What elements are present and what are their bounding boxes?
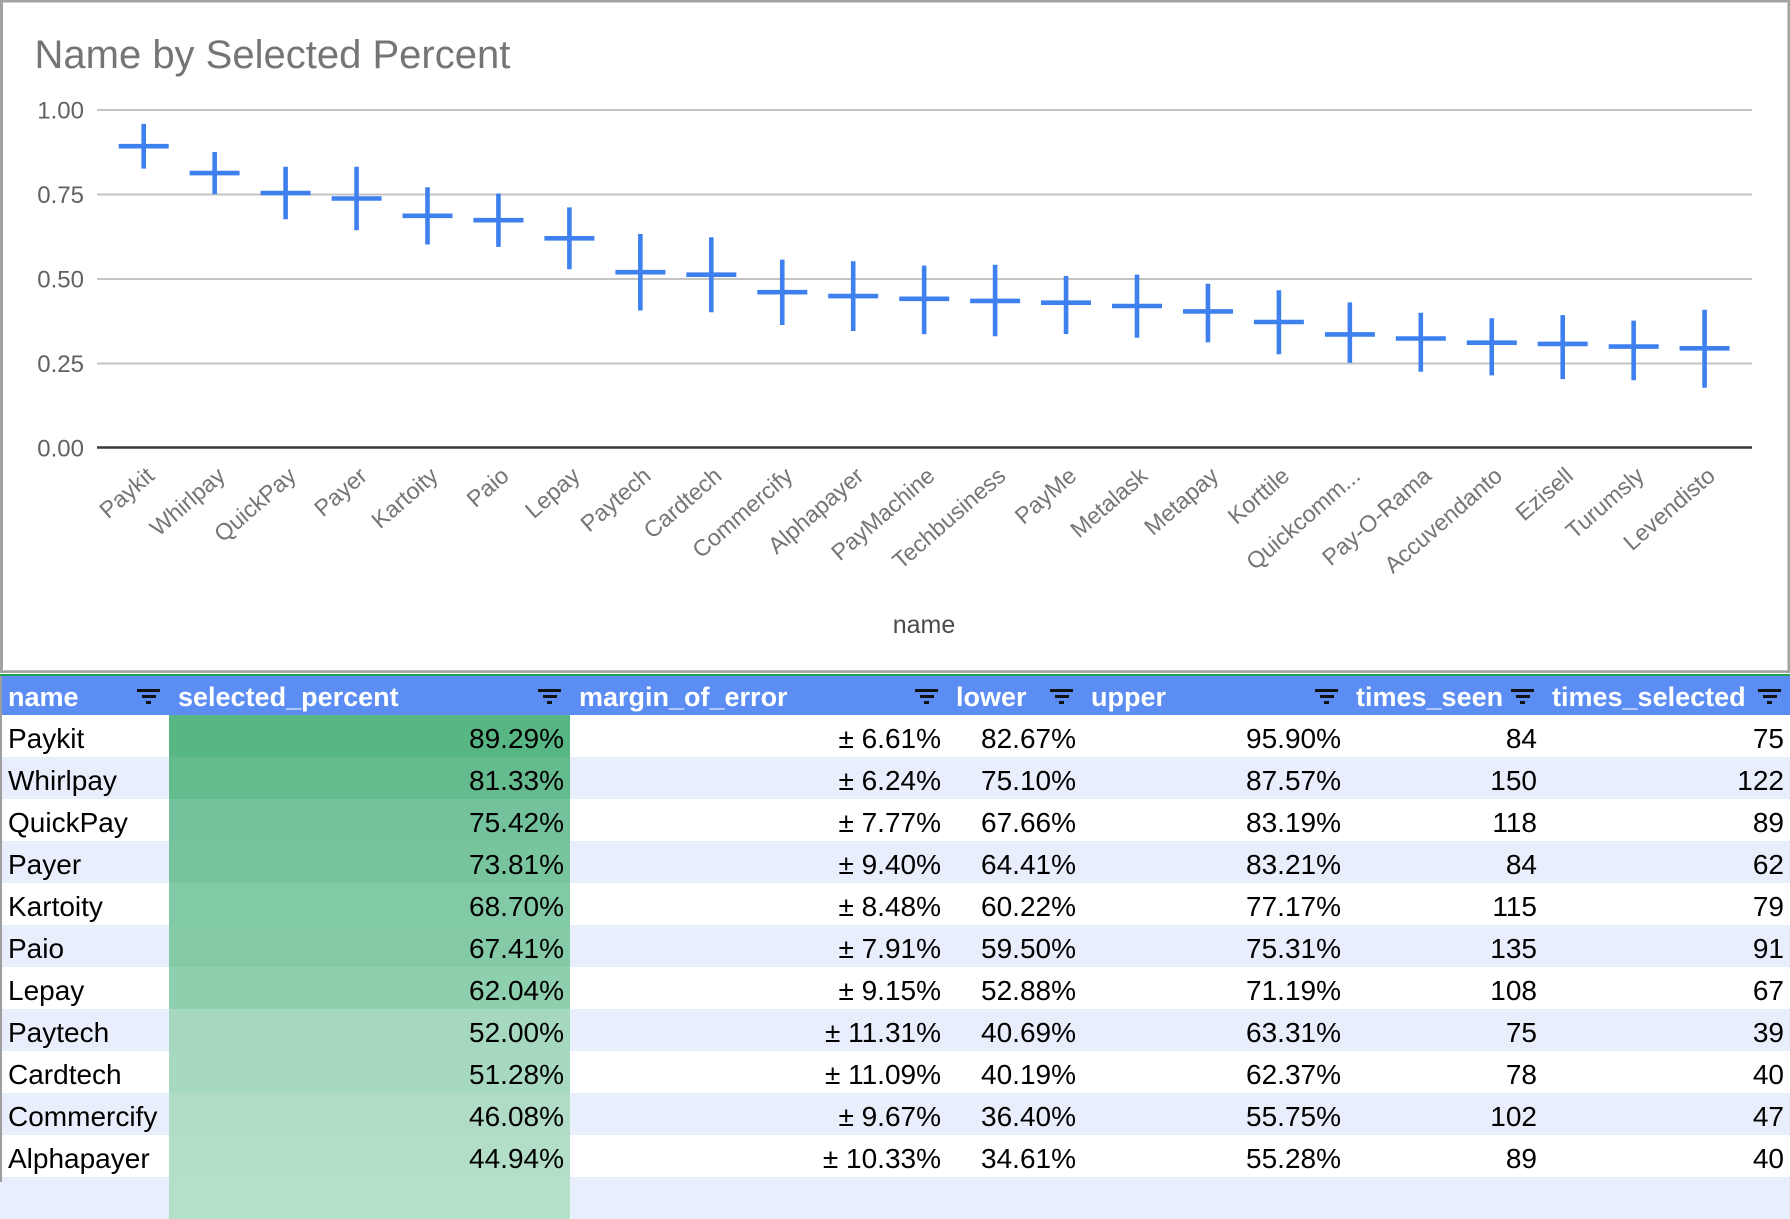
svg-text:0.75: 0.75 <box>37 182 84 209</box>
svg-text:0.50: 0.50 <box>37 267 84 294</box>
svg-text:Name by Selected Percent: Name by Selected Percent <box>35 33 511 77</box>
svg-text:0.25: 0.25 <box>37 351 84 378</box>
svg-text:0.00: 0.00 <box>37 436 84 463</box>
svg-text:1.00: 1.00 <box>37 98 84 125</box>
svg-text:name: name <box>893 611 956 639</box>
